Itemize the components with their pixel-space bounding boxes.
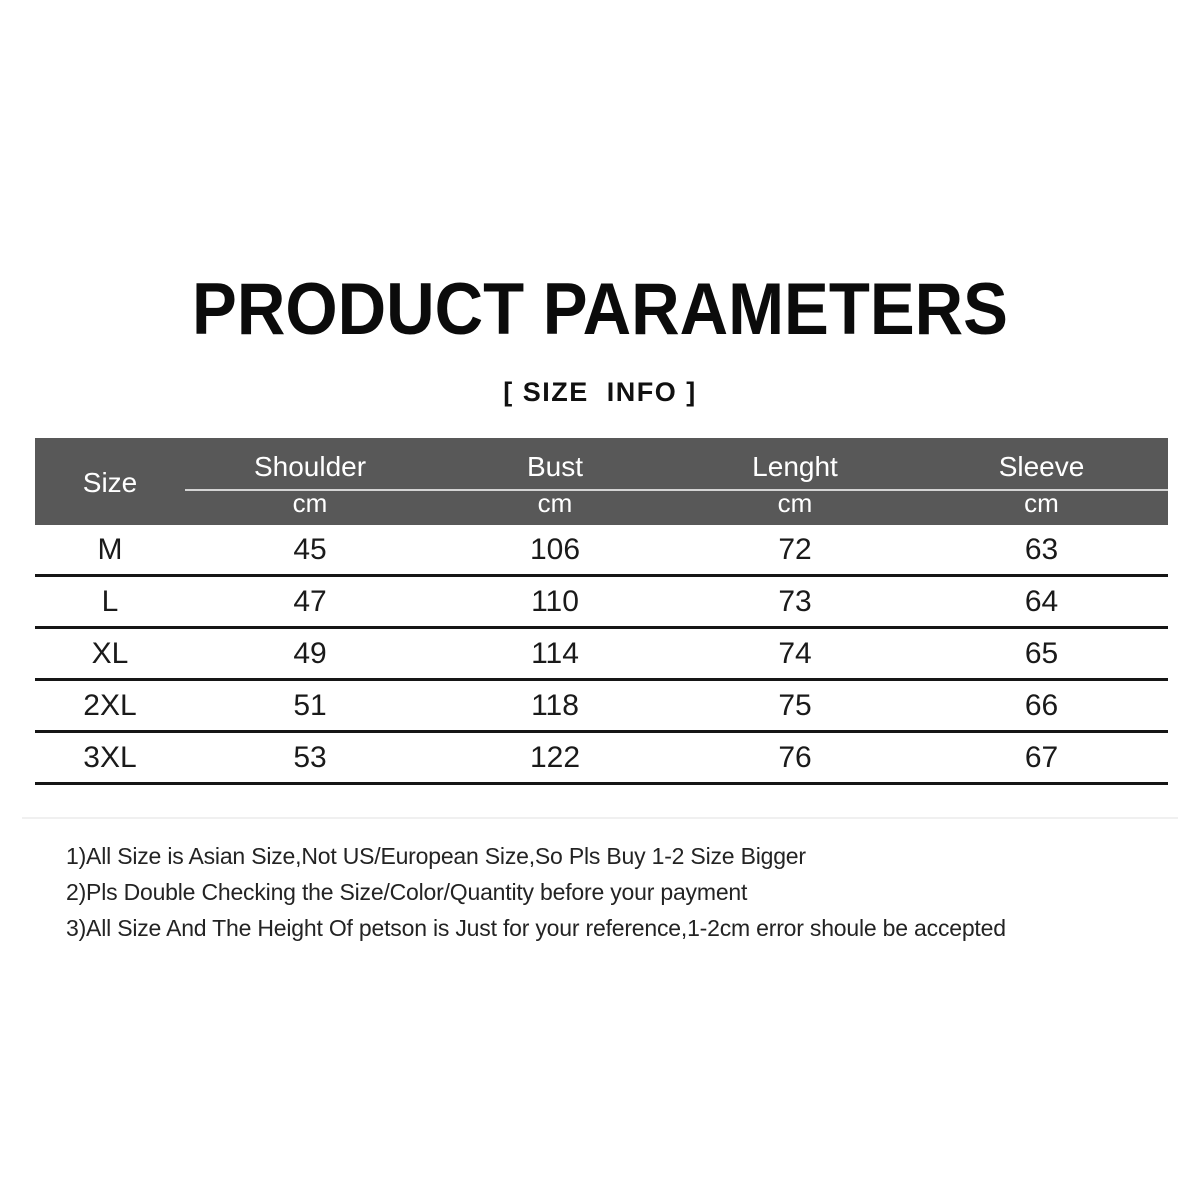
size-table: Size Shoulder cm Bust cm Lenght cm Sleev… [35,438,1168,785]
cell-sleeve: 65 [1024,637,1059,670]
cell-sleeve: 64 [1024,585,1059,618]
page-subtitle: [ SIZE INFO ] [503,377,697,407]
section-divider [22,817,1178,819]
cell-shoulder: 45 [293,533,327,566]
column-header-shoulder-unit: cm [292,488,328,518]
table-header-row: Size Shoulder cm Bust cm Lenght cm Sleev… [35,438,1168,525]
note-item: 2)Pls Double Checking the Size/Color/Qua… [66,879,748,905]
cell-size: XL [91,637,129,670]
page-title: PRODUCT PARAMETERS [192,269,1008,350]
cell-length: 75 [778,689,812,722]
column-header-size: Size [35,438,185,525]
cell-size: 2XL [83,689,137,722]
column-header-sleeve: Sleeve cm [915,438,1168,525]
column-header-bust-label: Bust [526,451,584,482]
cell-size: L [101,585,119,618]
cell-bust: 118 [531,689,579,722]
column-header-bust: Bust cm [435,438,675,525]
header-unit-divider [185,489,1168,491]
cell-length: 76 [778,741,812,774]
cell-bust: 110 [531,585,579,618]
note-item: 3)All Size And The Height Of petson is J… [66,915,1006,941]
table-row: M 45 106 72 63 [35,525,1168,577]
column-header-sleeve-unit: cm [1024,488,1059,518]
cell-bust: 122 [529,741,581,774]
table-row: 2XL 51 118 75 66 [35,681,1168,733]
column-header-bust-unit: cm [537,488,573,518]
table-row: XL 49 114 74 65 [35,629,1168,681]
cell-sleeve: 67 [1024,741,1059,774]
cell-shoulder: 47 [293,585,327,618]
cell-shoulder: 53 [293,741,327,774]
table-body: M 45 106 72 63 L 47 110 73 64 XL 49 114 … [35,525,1168,785]
column-header-size-label: Size [82,467,138,498]
column-header-length: Lenght cm [675,438,915,525]
cell-size: M [97,533,123,566]
column-header-shoulder-label: Shoulder [253,451,367,482]
note-item: 1)All Size is Asian Size,Not US/European… [66,843,806,869]
column-header-shoulder: Shoulder cm [185,438,435,525]
notes-list: 1)All Size is Asian Size,Not US/European… [66,838,1146,946]
column-header-sleeve-label: Sleeve [998,451,1085,482]
cell-size: 3XL [83,741,137,774]
cell-sleeve: 66 [1024,689,1059,722]
table-row: 3XL 53 122 76 67 [35,733,1168,785]
cell-bust: 106 [529,533,581,566]
column-header-length-label: Lenght [752,451,838,482]
cell-length: 73 [778,585,812,618]
column-header-length-unit: cm [777,488,813,518]
cell-shoulder: 51 [293,689,327,722]
cell-length: 72 [778,533,812,566]
cell-length: 74 [778,637,812,670]
cell-bust: 114 [531,637,579,670]
cell-shoulder: 49 [293,637,327,670]
table-row: L 47 110 73 64 [35,577,1168,629]
cell-sleeve: 63 [1024,533,1059,566]
